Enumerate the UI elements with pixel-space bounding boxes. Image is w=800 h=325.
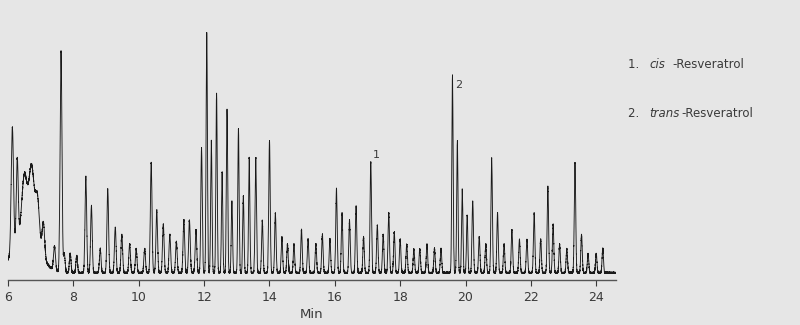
X-axis label: Min: Min: [300, 308, 324, 321]
Text: 2: 2: [455, 80, 462, 90]
Text: cis: cis: [650, 58, 666, 72]
Text: -Resveratrol: -Resveratrol: [682, 107, 754, 120]
Text: 1: 1: [373, 150, 379, 160]
Text: -Resveratrol: -Resveratrol: [672, 58, 744, 72]
Text: 1.: 1.: [628, 58, 646, 72]
Text: 2.: 2.: [628, 107, 646, 120]
Text: trans: trans: [650, 107, 680, 120]
